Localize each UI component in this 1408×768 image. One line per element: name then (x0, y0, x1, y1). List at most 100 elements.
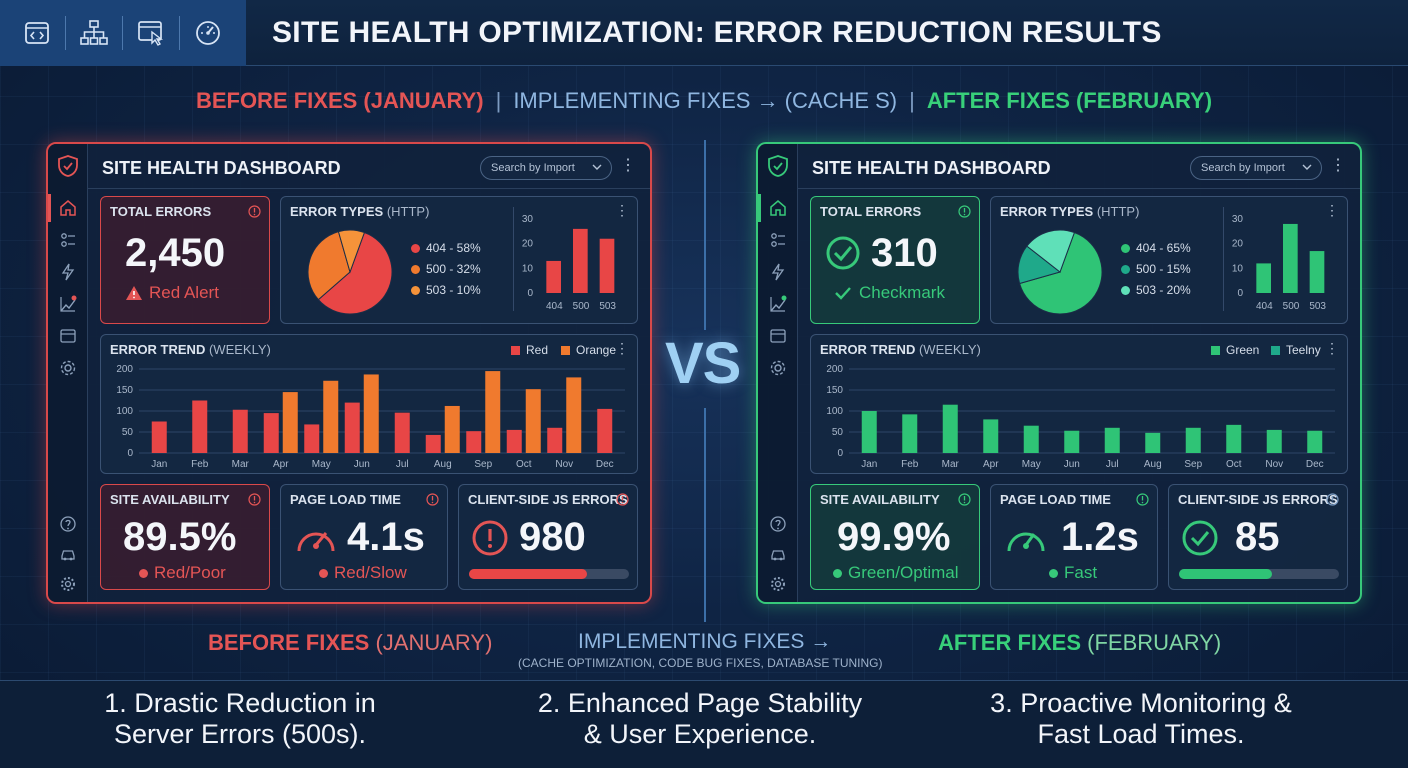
info-icon[interactable] (1136, 493, 1149, 506)
cog-icon[interactable] (58, 574, 78, 594)
bar-May-green (1023, 425, 1039, 453)
divider-line (704, 408, 706, 622)
legend-label: 500 - 15% (1136, 262, 1191, 276)
speed-gauge-icon[interactable] (193, 18, 223, 48)
divider-line (704, 140, 706, 330)
x-tick-label: 404 (546, 301, 563, 312)
js-errors-progress-track (469, 569, 629, 579)
bar-Mar-green (942, 404, 958, 453)
page-title: SITE HEALTH OPTIMIZATION: ERROR REDUCTIO… (272, 16, 1162, 49)
checkmark-icon (835, 287, 851, 300)
gear-icon[interactable] (768, 358, 788, 378)
error-types-card: ERROR TYPES (HTTP) ⋮ 404 - 65% 500 - 15%… (990, 196, 1348, 324)
help-icon[interactable] (768, 514, 788, 534)
legend-swatch (1271, 345, 1280, 355)
card-title-suffix: (HTTP) (1096, 204, 1140, 219)
info-icon[interactable] (616, 493, 629, 506)
before-label-bold: BEFORE FIXES (208, 630, 370, 655)
y-tick-label: 20 (522, 239, 534, 250)
sitemap-icon[interactable] (79, 18, 109, 48)
bar-Dec-green (1307, 430, 1323, 453)
y-tick-label: 100 (826, 406, 843, 417)
header-divider (88, 188, 650, 189)
x-tick-label: Aug (434, 459, 452, 470)
bar-Jul-red (394, 412, 410, 453)
bar-Nov-green (1266, 429, 1282, 453)
status-dot (1049, 568, 1058, 578)
card-title-main: ERROR TREND (820, 342, 916, 357)
browser-cursor-icon[interactable] (136, 18, 166, 48)
gear-icon[interactable] (58, 358, 78, 378)
info-icon[interactable] (1326, 493, 1339, 506)
bar-Jun-green (1064, 430, 1080, 453)
car-icon[interactable] (58, 544, 78, 564)
info-icon[interactable] (958, 493, 971, 506)
bar-Apr-orange (282, 392, 298, 453)
card-title-main: ERROR TREND (110, 342, 206, 357)
code-window-icon[interactable] (22, 18, 52, 48)
info-icon[interactable] (248, 493, 261, 506)
car-icon[interactable] (768, 544, 788, 564)
help-icon[interactable] (58, 514, 78, 534)
more-options-icon[interactable]: ⋮ (1325, 340, 1339, 356)
legend-swatch (1121, 285, 1130, 295)
info-icon[interactable] (958, 205, 971, 218)
legend-item: 503 - 10% (411, 283, 481, 297)
x-tick-label: 503 (599, 301, 616, 312)
window-icon[interactable] (58, 326, 78, 346)
dashboard-sidebar (758, 144, 798, 602)
more-options-icon[interactable]: ⋮ (615, 202, 629, 218)
home-icon[interactable] (58, 198, 78, 218)
bar-Oct-red (506, 429, 522, 453)
y-tick-label: 200 (116, 364, 133, 375)
x-tick-label: 500 (573, 301, 590, 312)
bar-500 (1283, 223, 1298, 293)
check-circle-icon (826, 236, 860, 270)
error-types-card: ERROR TYPES (HTTP) ⋮ 404 - 58% 500 - 32%… (280, 196, 638, 324)
more-options-icon[interactable]: ⋮ (615, 340, 629, 356)
card-title: ERROR TYPES (HTTP) (1000, 204, 1139, 219)
warning-icon (126, 286, 142, 300)
implementing-details: (CACHE OPTIMIZATION, CODE BUG FIXES, DAT… (518, 656, 883, 670)
after-label-bold: AFTER FIXES (938, 630, 1082, 655)
legend-label: Orange (576, 343, 617, 357)
x-tick-label: Nov (555, 459, 573, 470)
lightning-icon[interactable] (768, 262, 788, 282)
dashboard-title: SITE HEALTH DASHBOARD (812, 158, 1051, 178)
info-icon[interactable] (248, 205, 261, 218)
legend-label: 503 - 10% (426, 283, 481, 297)
search-dropdown[interactable]: Search by Import (480, 156, 612, 180)
header-divider (798, 188, 1360, 189)
x-tick-label: Sep (1184, 459, 1202, 470)
after-label-month: (FEBRUARY) (1081, 630, 1222, 655)
bar-Feb-green (902, 414, 918, 453)
js-errors-progress-fill (469, 569, 588, 579)
settings-sliders-icon[interactable] (768, 230, 788, 250)
x-tick-label: Apr (983, 459, 999, 470)
analytics-icon[interactable] (58, 294, 78, 314)
y-tick-label: 150 (116, 385, 133, 396)
bar-Apr-red (263, 413, 279, 453)
legend-label: 404 - 65% (1136, 241, 1191, 255)
error-types-pie (307, 229, 393, 315)
analytics-icon[interactable] (768, 294, 788, 314)
card-title: TOTAL ERRORS (110, 204, 212, 219)
home-icon[interactable] (768, 198, 788, 218)
status-text: Red/Slow (334, 563, 407, 582)
legend-swatch (1121, 264, 1130, 274)
info-icon[interactable] (426, 493, 439, 506)
card-title: CLIENT-SIDE JS ERRORS (1178, 492, 1338, 507)
settings-sliders-icon[interactable] (58, 230, 78, 250)
x-tick-label: Mar (942, 459, 960, 470)
more-options-icon[interactable]: ⋮ (620, 157, 636, 174)
lightning-icon[interactable] (58, 262, 78, 282)
more-options-icon[interactable]: ⋮ (1325, 202, 1339, 218)
page-load-card: PAGE LOAD TIME 1.2s Fast (990, 484, 1158, 590)
x-tick-label: 503 (1309, 301, 1326, 312)
more-options-icon[interactable]: ⋮ (1330, 157, 1346, 174)
legend-label: 500 - 32% (426, 262, 481, 276)
pie-slice-404 (317, 231, 393, 315)
search-dropdown[interactable]: Search by Import (1190, 156, 1322, 180)
window-icon[interactable] (768, 326, 788, 346)
cog-icon[interactable] (768, 574, 788, 594)
